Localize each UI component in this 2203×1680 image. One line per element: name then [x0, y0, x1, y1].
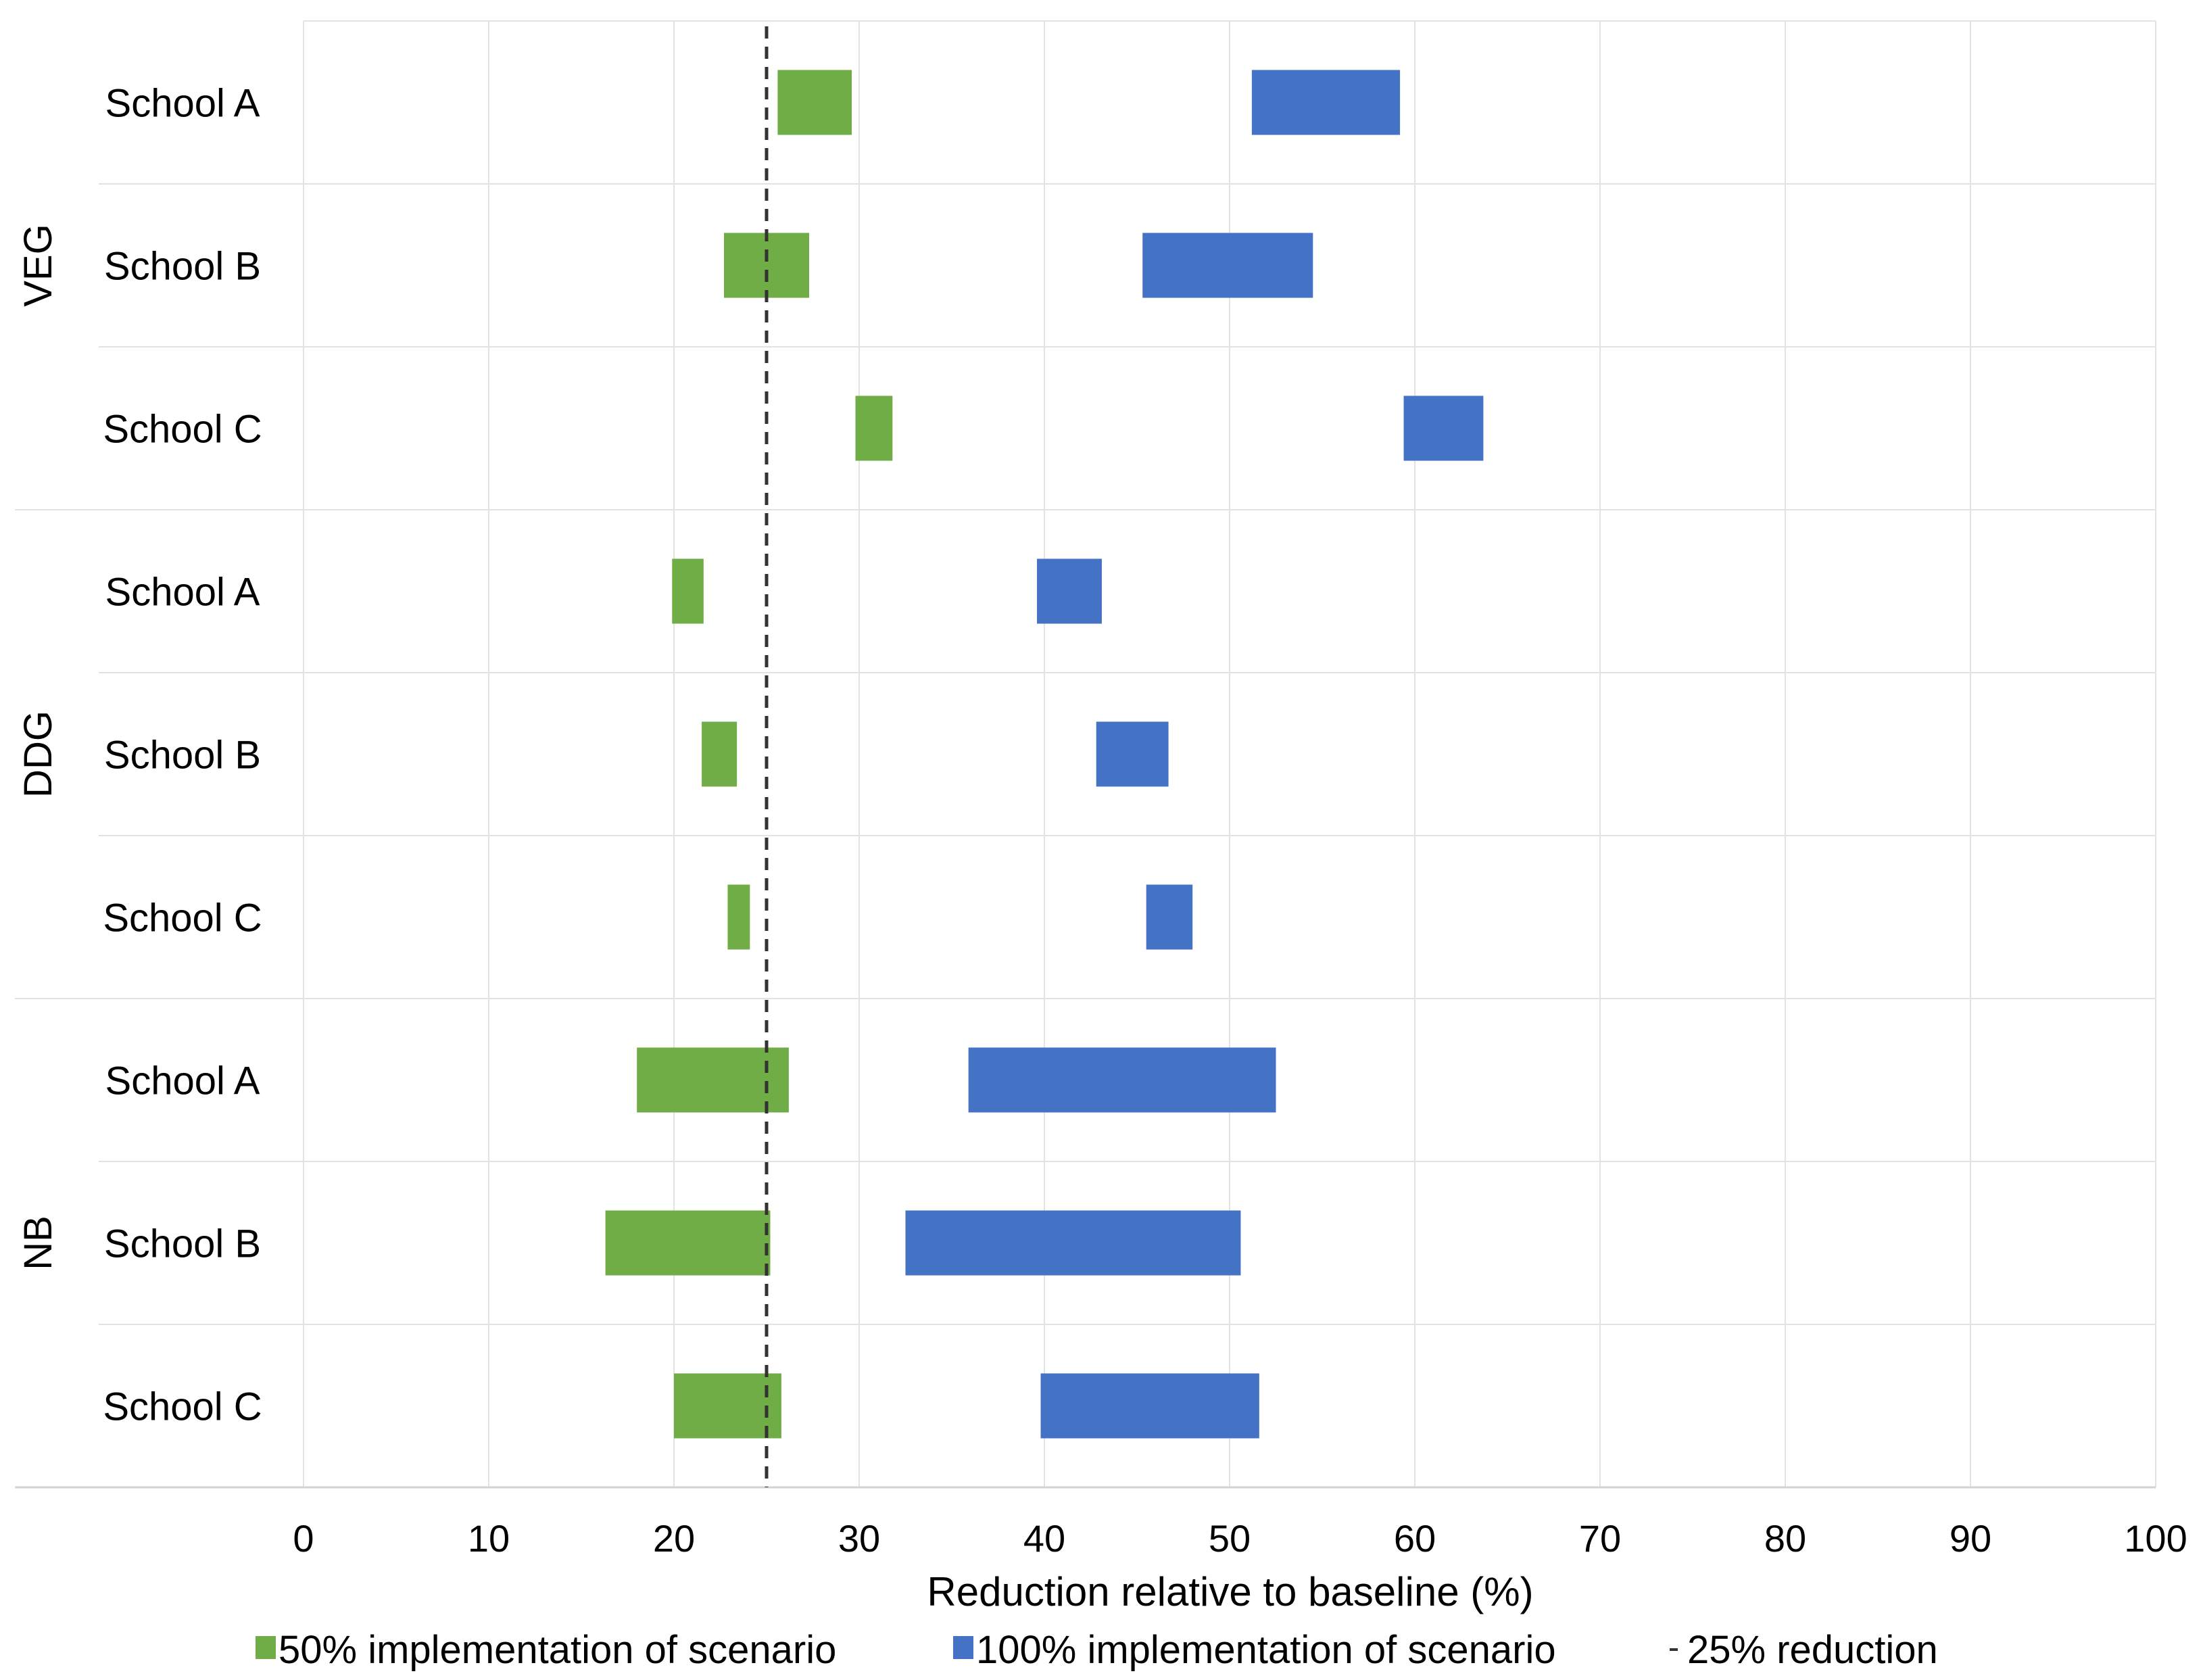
bar-series-1-row-5	[702, 721, 737, 787]
bar-series-2-row-1	[1251, 70, 1401, 135]
bar-series-1-row-4	[672, 558, 704, 624]
bar-series-2-row-9	[1040, 1373, 1259, 1439]
category-label: School A	[105, 1059, 260, 1103]
x-tick-label: 50	[1209, 1517, 1251, 1560]
x-tick-label: 0	[293, 1517, 314, 1560]
x-tick-label: 90	[1950, 1517, 1991, 1560]
category-label: School A	[105, 571, 260, 615]
group-label: NB	[16, 1216, 60, 1270]
legend: 50% implementation of scenario 100% imple…	[256, 1628, 1938, 1672]
category-label: School B	[104, 1222, 261, 1266]
bar-series-2-row-3	[1403, 395, 1484, 461]
x-tick-label: 80	[1764, 1517, 1806, 1560]
bar-series-1-row-3	[855, 395, 893, 461]
x-tick-label: 60	[1394, 1517, 1436, 1560]
group-label: DDG	[16, 711, 60, 798]
category-label: School B	[104, 734, 261, 777]
bar-series-1-row-2	[723, 233, 810, 298]
bar-series-1-row-1	[777, 70, 852, 135]
x-tick-labels: 0 10 20 30 40 50 60 70 80 90 100	[293, 1517, 2187, 1560]
legend-label: 25% reduction	[1687, 1628, 1938, 1672]
x-tick-label: 70	[1579, 1517, 1621, 1560]
bars	[605, 70, 1484, 1439]
category-label: School A	[105, 82, 260, 126]
category-label: School C	[103, 408, 262, 452]
x-tick-label: 100	[2124, 1517, 2187, 1560]
bar-series-2-row-4	[1037, 558, 1102, 624]
bar-series-2-row-8	[905, 1210, 1241, 1276]
group-labels: VEG DDG NB	[16, 224, 60, 1270]
x-tick-label: 10	[468, 1517, 510, 1560]
x-tick-label: 20	[653, 1517, 695, 1560]
category-labels: School A School B School C School A School B…	[103, 82, 262, 1429]
category-label: School C	[103, 896, 262, 940]
legend-label: 50% implementation of scenario	[279, 1628, 836, 1672]
bar-series-1-row-7	[637, 1047, 789, 1113]
bar-series-2-row-6	[1146, 884, 1193, 950]
bar-series-1-row-6	[727, 884, 750, 950]
category-label: School C	[103, 1385, 262, 1429]
group-label: VEG	[16, 224, 60, 307]
legend-label: 100% implementation of scenario	[976, 1628, 1556, 1672]
x-tick-label: 40	[1023, 1517, 1065, 1560]
bar-series-2-row-5	[1096, 721, 1169, 787]
bar-series-2-row-7	[968, 1047, 1276, 1113]
legend-swatch	[953, 1636, 973, 1659]
legend-swatch	[256, 1636, 276, 1659]
bar-series-2-row-2	[1142, 233, 1313, 298]
bar-series-1-row-9	[674, 1373, 781, 1439]
bar-series-1-row-8	[605, 1210, 771, 1276]
x-axis-label: Reduction relative to baseline (%)	[927, 1569, 1533, 1614]
x-tick-label: 30	[838, 1517, 880, 1560]
category-label: School B	[104, 245, 261, 289]
